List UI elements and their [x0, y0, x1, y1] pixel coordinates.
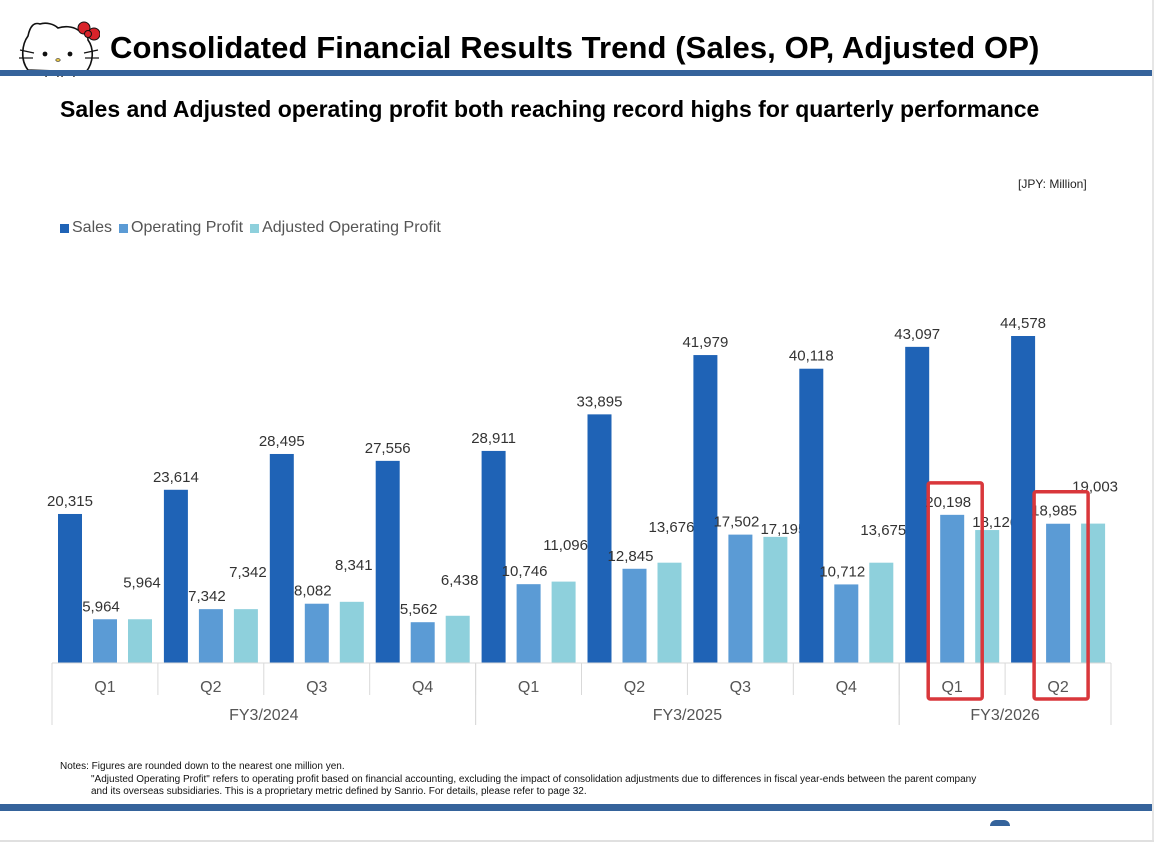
bar-adjusted-operating-profit: [445, 615, 470, 663]
data-label-operating-profit: 5,964: [82, 598, 120, 615]
x-tick-label: Q1: [941, 679, 962, 696]
data-label-sales: 20,315: [47, 493, 93, 510]
legend-swatch-operating-profit: [119, 223, 129, 233]
data-label-sales: 27,556: [365, 440, 411, 457]
bar-sales: [375, 460, 400, 663]
bar-sales: [1011, 336, 1036, 663]
data-label-operating-profit: 10,712: [819, 563, 865, 580]
legend-item-operating-profit: Operating Profit: [119, 219, 243, 237]
highlight-box: [926, 481, 984, 701]
bar-adjusted-operating-profit: [551, 581, 576, 663]
bar-operating-profit: [93, 619, 117, 663]
legend-swatch-adjusted-operating-profit: [250, 223, 260, 233]
data-label-adjusted-operating-profit: 6,438: [441, 572, 479, 589]
bar-operating-profit: [1046, 523, 1071, 663]
data-label-sales: 33,895: [577, 393, 623, 410]
x-tick-label: Q1: [94, 679, 115, 696]
data-label-sales: 28,495: [259, 433, 305, 450]
legend-label-adjusted-operating-profit: Adjusted Operating Profit: [262, 219, 441, 236]
page-edge: [1152, 0, 1154, 842]
bar-sales: [905, 346, 930, 663]
data-label-sales: 28,911: [471, 430, 516, 447]
bar-operating-profit: [728, 534, 753, 663]
bar-sales: [693, 355, 718, 663]
highlight-box: [1032, 489, 1090, 701]
bar-operating-profit: [516, 584, 541, 663]
bar-operating-profit: [304, 603, 329, 663]
data-label-sales: 44,578: [1000, 315, 1046, 332]
data-label-adjusted-operating-profit: 11,096: [543, 537, 588, 554]
page-edge-bottom: [0, 840, 1154, 842]
data-label-operating-profit: 20,198: [925, 494, 971, 511]
bar-sales: [58, 513, 82, 663]
page-title: Consolidated Financial Results Trend (Sa…: [110, 30, 1040, 65]
x-tick-label: Q4: [836, 679, 857, 696]
data-label-operating-profit: 17,502: [713, 514, 759, 531]
footer-logo-fragment: [990, 820, 1010, 826]
data-label-operating-profit: 18,985: [1031, 503, 1077, 520]
x-tick-label: Q2: [200, 679, 221, 696]
legend-item-adjusted-operating-profit: Adjusted Operating Profit: [250, 219, 441, 237]
data-label-sales: 23,614: [153, 469, 199, 486]
bar-adjusted-operating-profit: [869, 562, 894, 663]
data-label-adjusted-operating-profit: 13,676: [649, 519, 695, 536]
note-line-1: Notes: Figures are rounded down to the n…: [60, 761, 345, 772]
x-group-label: FY3/2024: [229, 707, 298, 724]
bar-sales: [799, 368, 824, 663]
data-label-sales: 41,979: [682, 334, 728, 351]
chart-legend: Sales Operating Profit Adjusted Operatin…: [60, 219, 448, 237]
x-tick-label: Q4: [412, 679, 433, 696]
data-label-operating-profit: 7,342: [188, 588, 226, 605]
note-line-2: "Adjusted Operating Profit" refers to op…: [91, 773, 977, 785]
legend-label-operating-profit: Operating Profit: [131, 219, 244, 236]
unit-label: [JPY: Million]: [1018, 177, 1087, 191]
data-label-operating-profit: 5,562: [400, 601, 438, 618]
x-tick-label: Q3: [306, 679, 327, 696]
footer-divider: [0, 804, 1152, 811]
bar-sales: [587, 414, 612, 663]
x-tick-label: Q1: [518, 679, 539, 696]
data-label-adjusted-operating-profit: 5,964: [123, 574, 161, 591]
x-tick-label: Q2: [624, 679, 645, 696]
bar-adjusted-operating-profit: [128, 619, 152, 663]
bar-sales: [163, 489, 188, 663]
bar-adjusted-operating-profit: [763, 536, 788, 663]
data-label-adjusted-operating-profit: 17,195: [760, 521, 806, 538]
data-label-operating-profit: 8,082: [294, 583, 332, 600]
bar-adjusted-operating-profit: [1081, 523, 1106, 663]
footnotes: Notes: Figures are rounded down to the n…: [60, 761, 1110, 799]
bar-operating-profit: [940, 514, 965, 663]
bar-operating-profit: [198, 609, 223, 663]
bar-operating-profit: [410, 622, 435, 663]
x-tick-label: Q2: [1047, 679, 1068, 696]
bar-adjusted-operating-profit: [233, 609, 258, 663]
data-label-adjusted-operating-profit: 7,342: [229, 564, 267, 581]
data-label-operating-profit: 10,746: [502, 563, 548, 580]
data-label-sales: 43,097: [894, 326, 940, 343]
data-label-adjusted-operating-profit: 8,341: [335, 557, 373, 574]
legend-swatch-sales: [60, 223, 69, 233]
bar-operating-profit: [622, 568, 647, 663]
legend-item-sales: Sales: [60, 219, 112, 237]
x-group-label: FY3/2026: [970, 707, 1039, 724]
bar-adjusted-operating-profit: [975, 530, 1000, 663]
bar-operating-profit: [834, 584, 859, 663]
data-label-sales: 40,118: [789, 348, 834, 365]
x-tick-label: Q3: [730, 679, 751, 696]
data-label-adjusted-operating-profit: 13,675: [860, 522, 906, 539]
page-subtitle: Sales and Adjusted operating profit both…: [60, 96, 1040, 122]
bar-sales: [269, 453, 294, 663]
title-divider: [0, 70, 1152, 76]
legend-label-sales: Sales: [72, 219, 113, 236]
bar-adjusted-operating-profit: [657, 562, 682, 663]
note-line-3: and its overseas subsidiaries. This is a…: [91, 786, 587, 797]
data-label-operating-profit: 12,845: [608, 548, 654, 565]
x-group-label: FY3/2025: [653, 707, 722, 724]
bar-sales: [481, 450, 506, 663]
bar-adjusted-operating-profit: [339, 601, 364, 663]
